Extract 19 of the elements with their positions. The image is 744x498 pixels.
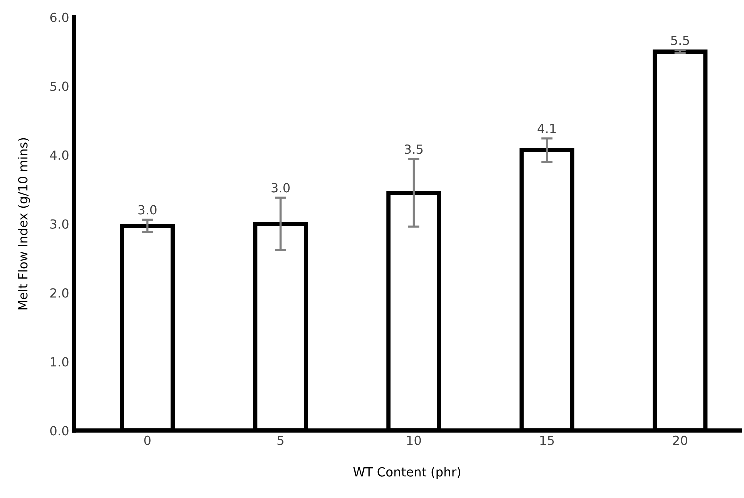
x-tick-label: 20	[673, 436, 688, 446]
x-tick-label: 0	[144, 436, 151, 446]
x-tick-label: 10	[407, 436, 422, 446]
data-label: 3.0	[272, 183, 290, 193]
y-tick-label: 6.0	[50, 12, 69, 22]
data-label: 4.1	[538, 124, 556, 134]
data-label: 3.5	[405, 144, 423, 154]
y-tick-label: 1.0	[51, 357, 69, 367]
y-tick-label: 3.0	[50, 220, 69, 230]
y-axis-title: Melt Flow Index (g/10 mins)	[18, 138, 30, 310]
x-tick-label: 15	[540, 436, 554, 446]
x-axis-title: WT Content (phr)	[354, 467, 460, 480]
data-label: 3.0	[138, 205, 157, 215]
y-tick-label: 5.0	[50, 82, 69, 92]
data-label: 5.5	[671, 36, 690, 46]
y-tick-label: 2.0	[50, 288, 69, 298]
x-tick-label: 5	[278, 436, 284, 446]
y-tick-label: 0.0	[50, 426, 69, 436]
y-tick-label: 4.0	[50, 150, 69, 160]
